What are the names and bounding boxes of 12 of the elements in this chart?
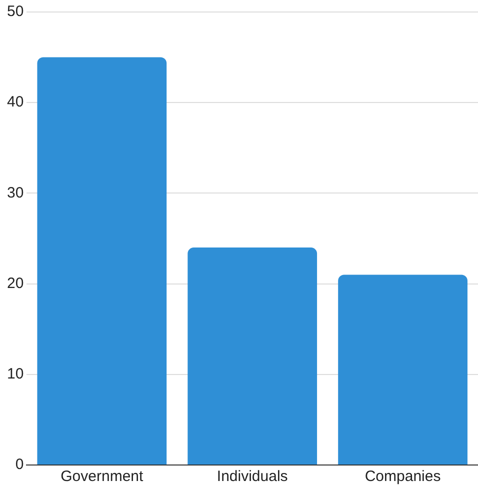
y-tick-label: 30 xyxy=(6,184,24,202)
bar xyxy=(37,57,167,464)
y-tick-label: 50 xyxy=(6,3,24,20)
y-tick-label: 20 xyxy=(6,274,24,292)
bar xyxy=(188,248,318,464)
y-tick-label: 0 xyxy=(15,456,24,474)
bar xyxy=(338,274,468,464)
y-tick-label: 40 xyxy=(6,94,24,111)
x-tick-label: Government xyxy=(60,468,144,486)
x-tick-label: Companies xyxy=(364,468,441,486)
x-tick-label: Individuals xyxy=(216,468,288,486)
y-tick-label: 10 xyxy=(6,366,24,383)
